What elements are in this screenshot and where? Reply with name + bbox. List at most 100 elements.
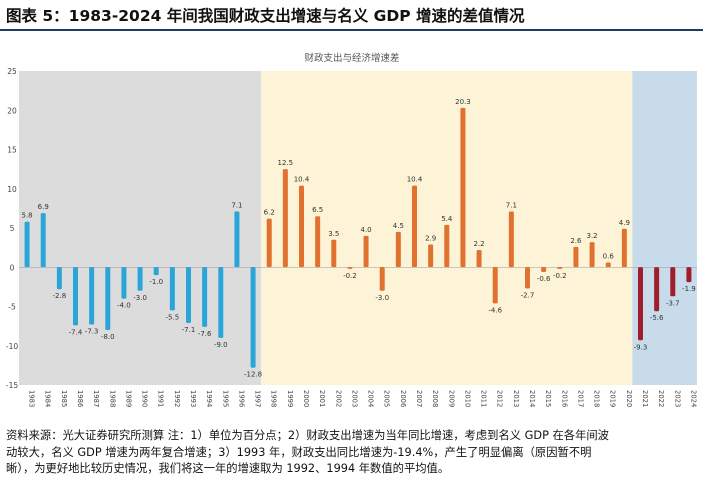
- bar-1993: [186, 267, 191, 323]
- data-label-1992: -5.5: [166, 313, 180, 321]
- period-background-3: [632, 71, 697, 385]
- data-label-1989: -4.0: [117, 302, 131, 310]
- data-label-1999: 12.5: [278, 159, 294, 167]
- y-tick-label: -5: [8, 303, 16, 312]
- bar-2024: [686, 267, 692, 283]
- y-tick-label: 25: [7, 67, 17, 76]
- data-label-2017: 2.6: [570, 237, 582, 245]
- x-tick-label-1986: 1986: [76, 390, 84, 407]
- x-tick-label-1987: 1987: [92, 390, 100, 407]
- bar-1995: [218, 267, 224, 338]
- data-label-2019: 0.6: [603, 253, 615, 261]
- data-label-1986: -7.4: [69, 328, 83, 336]
- bar-2015: [541, 267, 547, 272]
- data-label-2008: 2.9: [425, 234, 436, 242]
- x-tick-label-2018: 2018: [593, 390, 601, 407]
- x-tick-label-2017: 2017: [576, 390, 584, 407]
- x-tick-label-1985: 1985: [60, 390, 68, 407]
- x-tick-label-2010: 2010: [463, 390, 471, 407]
- x-tick-label-1991: 1991: [157, 390, 165, 407]
- source-line-3: 晰），为更好地比较历史情况，我们将这一年的增速取为 1992、1994 年数值的…: [6, 462, 450, 475]
- bar-1994: [202, 267, 208, 327]
- bar-2010: [460, 107, 466, 268]
- bar-1988: [105, 267, 111, 331]
- x-axis-labels: 1983 1984 1985 1986 1987 1988 1989 1990 1991 1992…: [28, 390, 698, 407]
- data-label-2007: 10.4: [407, 176, 423, 184]
- source-line-2: 动较大，名义 GDP 增速为两年复合增速；3）1993 年，财政支出同比增速为-…: [6, 445, 592, 459]
- bar-1989: [121, 267, 127, 299]
- chart-title: 财政支出与经济增速差: [304, 52, 399, 64]
- y-tick-label: 0: [10, 263, 15, 272]
- x-tick-label-2009: 2009: [447, 390, 455, 407]
- bar-2021: [638, 267, 643, 341]
- x-tick-label-1997: 1997: [254, 390, 262, 407]
- bar-1998: [266, 218, 272, 268]
- bar-2001: [315, 216, 321, 268]
- data-label-2023: -3.7: [666, 299, 680, 307]
- data-label-2003: -0.2: [343, 272, 357, 280]
- bar-2019: [605, 262, 611, 268]
- bar-1999: [282, 169, 288, 268]
- x-tick-label-2003: 2003: [350, 390, 358, 407]
- data-label-2016: -0.2: [553, 272, 567, 280]
- source-note: 资料来源：光大证券研究所测算 注：1）单位为百分点；2）财政支出增速为当年同比增…: [6, 428, 700, 478]
- data-label-2002: 3.5: [328, 230, 339, 238]
- bar-1984: [40, 213, 46, 268]
- x-tick-label-2021: 2021: [641, 390, 649, 407]
- x-tick-label-2011: 2011: [480, 390, 488, 407]
- data-label-1993: -7.1: [182, 326, 196, 334]
- y-axis: -15 -10 -5 0 5 10 15 20 25: [6, 67, 18, 390]
- data-label-2020: 4.9: [619, 219, 630, 227]
- data-label-2001: 6.5: [312, 206, 323, 214]
- data-label-2024: -1.9: [682, 285, 696, 293]
- x-tick-label-1989: 1989: [124, 390, 132, 407]
- x-tick-label-1999: 1999: [286, 390, 294, 407]
- x-tick-label-2002: 2002: [334, 390, 342, 407]
- x-tick-label-2008: 2008: [431, 390, 439, 407]
- data-label-1994: -7.6: [198, 330, 212, 338]
- x-tick-label-1998: 1998: [270, 390, 278, 407]
- x-tick-label-2019: 2019: [609, 390, 617, 407]
- x-tick-label-1992: 1992: [173, 390, 181, 407]
- bar-1987: [89, 267, 95, 325]
- y-tick-label: 10: [7, 185, 17, 194]
- bar-2020: [621, 228, 627, 268]
- data-labels: 5.86.9-2.8-7.4 -7.3-8.0-4.0-3.0-1.0-5.5-7…: [22, 98, 696, 379]
- bar-1985: [56, 267, 62, 290]
- x-tick-label-1996: 1996: [237, 390, 245, 407]
- bar-1991: [153, 267, 159, 276]
- bar-2023: [670, 267, 676, 297]
- bar-1992: [169, 267, 175, 311]
- data-label-2011: 2.2: [474, 240, 485, 248]
- data-label-1997: -12.8: [244, 371, 262, 379]
- title-rule: [0, 29, 703, 31]
- data-label-1988: -8.0: [101, 333, 115, 341]
- data-label-2018: 3.2: [587, 232, 598, 240]
- bar-2009: [444, 224, 450, 268]
- data-label-2014: -2.7: [521, 291, 535, 299]
- figure-title: 图表 5：1983-2024 年间我国财政支出增速与名义 GDP 增速的差值情况: [6, 7, 525, 25]
- data-label-2010: 20.3: [455, 98, 471, 106]
- bar-2013: [508, 211, 514, 268]
- data-label-1990: -3.0: [133, 294, 147, 302]
- data-label-1996: 7.1: [231, 202, 242, 210]
- data-label-2000: 10.4: [294, 176, 310, 184]
- x-tick-label-1994: 1994: [205, 390, 213, 407]
- x-tick-label-2007: 2007: [415, 390, 423, 407]
- bar-2005: [379, 267, 385, 291]
- data-label-1998: 6.2: [264, 209, 275, 217]
- x-tick-label-2000: 2000: [302, 390, 310, 407]
- bar-2017: [573, 246, 579, 268]
- bar-2002: [331, 239, 337, 268]
- bar-2011: [476, 249, 482, 268]
- x-tick-label-2022: 2022: [657, 390, 665, 407]
- data-label-2006: 4.5: [393, 222, 404, 230]
- x-tick-label-2016: 2016: [560, 390, 568, 407]
- y-tick-label: 15: [7, 146, 17, 155]
- data-label-2012: -4.6: [488, 306, 502, 314]
- y-tick-label: 20: [7, 106, 17, 115]
- data-label-2004: 4.0: [361, 226, 372, 234]
- x-tick-label-1990: 1990: [141, 390, 149, 407]
- data-label-2005: -3.0: [375, 294, 389, 302]
